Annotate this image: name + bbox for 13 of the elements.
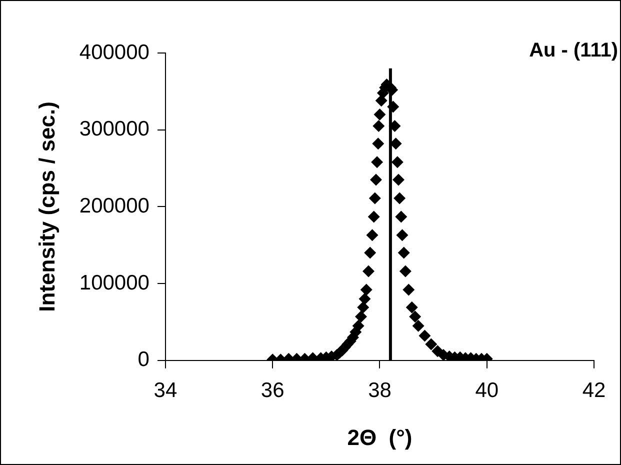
x-axis-title: 2Θ (°) [347, 424, 412, 450]
y-tick-label: 300000 [79, 118, 150, 141]
y-tick-label: 100000 [79, 271, 150, 294]
y-tick-label: 0 [138, 348, 150, 372]
y-axis-title: Intensity (cps / sec.) [34, 102, 60, 312]
annotation: Au - (111) [529, 40, 618, 62]
y-tick-label: 200000 [79, 194, 150, 218]
x-tick-label: 36 [260, 378, 284, 402]
x-tick-label: 34 [154, 378, 178, 402]
x-tick-label: 38 [368, 378, 392, 402]
y-tick-label: 400000 [79, 40, 150, 64]
x-tick-label: 40 [475, 378, 499, 402]
x-tick-label: 42 [582, 378, 606, 402]
